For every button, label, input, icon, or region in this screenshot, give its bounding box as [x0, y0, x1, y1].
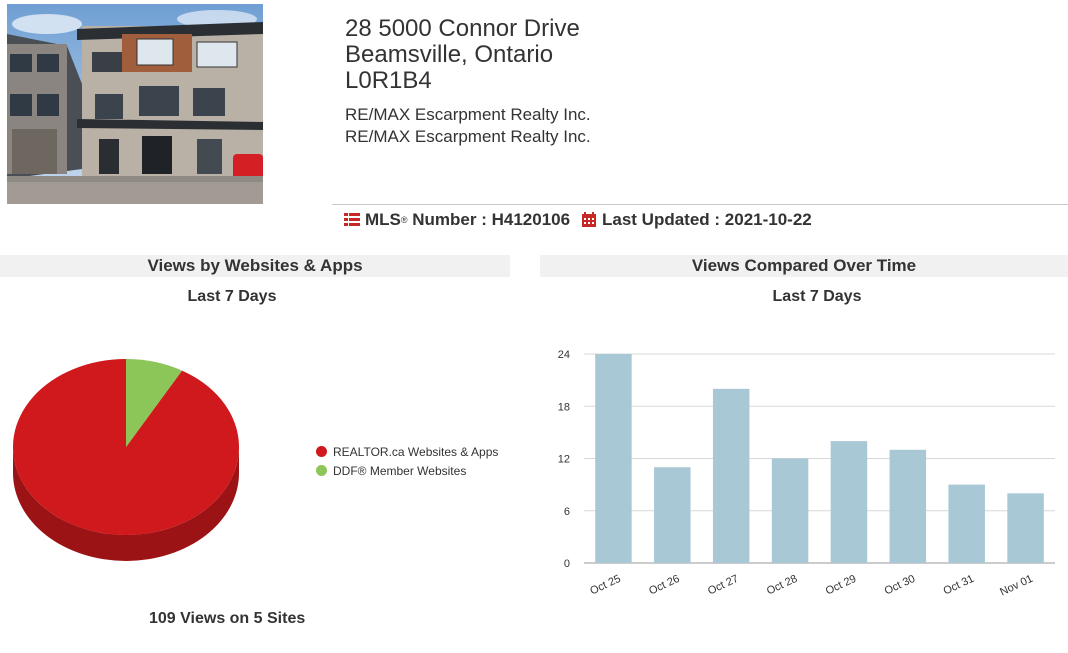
time-panel-title: Views Compared Over Time — [540, 255, 1068, 277]
y-tick-label: 0 — [564, 558, 570, 570]
bar-oct-29[interactable] — [830, 441, 868, 563]
bar-oct-30[interactable] — [889, 449, 927, 563]
property-photo — [7, 4, 263, 204]
websites-period: Last 7 Days — [187, 288, 277, 305]
mls-number: MLS ® Number : H4120106 — [344, 210, 570, 230]
pie-side — [13, 447, 239, 561]
y-tick-label: 6 — [564, 506, 570, 518]
mls-label: MLS — [365, 210, 401, 229]
last-updated-value: Last Updated : 2021-10-22 — [602, 210, 812, 229]
bar-chart: 0 6 12 18 24 Oct 25 Oct 26 Oct 27 Oct 28 Oct 29 Oc… — [540, 330, 1068, 648]
websites-panel-title: Views by Websites & Apps — [0, 255, 510, 277]
total-views: 109 Views on 5 Sites — [149, 610, 306, 627]
y-tick-label: 18 — [558, 401, 570, 413]
x-tick-label: Oct 31 — [942, 573, 976, 598]
list-icon — [344, 213, 360, 226]
legend-swatch — [316, 446, 327, 457]
bar-oct-25[interactable] — [595, 354, 632, 563]
pie-chart — [0, 330, 260, 580]
bar-oct-28[interactable] — [771, 458, 809, 564]
y-tick-label: 24 — [558, 349, 570, 361]
address-line-2: Beamsville, Ontario — [345, 41, 554, 68]
x-tick-label: Oct 28 — [765, 573, 799, 598]
bar-chart-svg: 0 6 12 18 24 Oct 25 Oct 26 Oct 27 Oct 28 Oct 29 Oc… — [558, 349, 1055, 599]
brokerage-list: RE/MAX Escarpment Realty Inc. RE/MAX Esc… — [345, 104, 591, 148]
address-line-1: 28 5000 Connor Drive — [345, 15, 580, 42]
x-tick-label: Oct 26 — [647, 573, 681, 598]
mls-number-value: Number : H4120106 — [407, 210, 571, 229]
brokerage-name: RE/MAX Escarpment Realty Inc. — [345, 127, 591, 146]
bar-oct-27[interactable] — [712, 388, 750, 563]
legend-label: DDF® Member Websites — [333, 463, 467, 478]
listing-meta-bar: MLS ® Number : H4120106 Last Updated : 20… — [332, 204, 1068, 235]
x-tick-label: Nov 01 — [998, 573, 1035, 599]
pie-chart-svg — [13, 359, 239, 561]
x-tick-label: Oct 25 — [588, 573, 622, 598]
bar-nov-01[interactable] — [1007, 493, 1044, 563]
legend-swatch — [316, 465, 327, 476]
listing-address: 28 5000 Connor Drive Beamsville, Ontario… — [345, 16, 580, 94]
y-tick-label: 12 — [558, 454, 570, 466]
calendar-icon — [582, 212, 596, 227]
postal-code: L0R1B4 — [345, 67, 432, 94]
x-tick-label: Oct 30 — [883, 573, 917, 598]
bar-oct-31[interactable] — [948, 484, 985, 563]
time-period: Last 7 Days — [772, 288, 862, 305]
x-tick-label: Oct 29 — [824, 573, 858, 598]
legend-item-ddf[interactable]: DDF® Member Websites — [316, 461, 498, 480]
pie-legend: REALTOR.ca Websites & Apps DDF® Member W… — [316, 442, 498, 480]
legend-item-realtor[interactable]: REALTOR.ca Websites & Apps — [316, 442, 498, 461]
pie-slice-realtor[interactable] — [13, 359, 239, 535]
registered-mark: ® — [400, 215, 408, 225]
x-tick-label: Oct 27 — [706, 573, 740, 598]
last-updated: Last Updated : 2021-10-22 — [581, 210, 812, 230]
pie-slice-ddf[interactable] — [126, 359, 183, 447]
legend-label: REALTOR.ca Websites & Apps — [333, 444, 499, 459]
bar-oct-26[interactable] — [654, 467, 691, 563]
brokerage-name: RE/MAX Escarpment Realty Inc. — [345, 105, 591, 124]
